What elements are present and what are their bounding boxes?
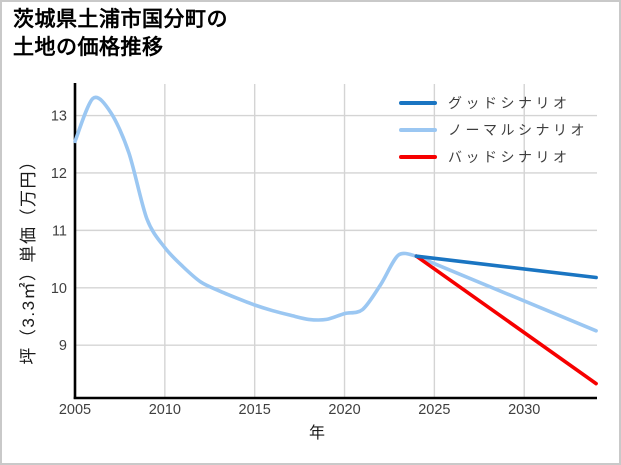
price-history-line [73,95,419,322]
x-tick-label: 2025 [418,402,450,418]
bad-scenario-line-swatch [399,154,437,159]
x-tick-label: 2030 [508,402,540,418]
legend-item-bad-scenario: バッドシナリオ [399,147,588,166]
y-tick-label: 12 [51,166,67,182]
good-scenario-line-swatch [399,100,437,105]
legend-item-normal-scenario: ノーマルシナリオ [399,120,588,139]
bad-scenario-line [414,254,598,386]
chart-title-line2: 土地の価格推移 [13,36,164,59]
legend-item-good-scenario: グッドシナリオ [399,93,588,112]
x-tick-label: 2015 [239,402,271,418]
y-tick-label: 11 [52,223,67,239]
y-tick-label: 9 [59,338,67,354]
x-tick-label: 2005 [59,402,91,418]
legend: グッドシナリオ ノーマルシナリオ バッドシナリオ [399,93,588,174]
y-tick-label: 13 [51,109,67,125]
chart-title: 茨城県土浦市国分町の 土地の価格推移 [13,6,228,62]
chart-title-line1: 茨城県土浦市国分町の [13,8,228,31]
normal-scenario-line [414,254,598,333]
x-axis-title: 年 [308,425,325,442]
normal-scenario-line-swatch [399,127,437,132]
y-tick-label: 10 [51,281,67,297]
good-scenario-line [414,254,598,280]
x-tick-label: 2020 [328,402,360,418]
legend-label: バッドシナリオ [448,148,571,165]
legend-label: ノーマルシナリオ [448,121,588,138]
x-tick-label: 2010 [149,402,181,418]
legend-label: グッドシナリオ [448,94,571,111]
y-axis-title: 坪（3.3㎡）単価（万円） [19,151,38,365]
